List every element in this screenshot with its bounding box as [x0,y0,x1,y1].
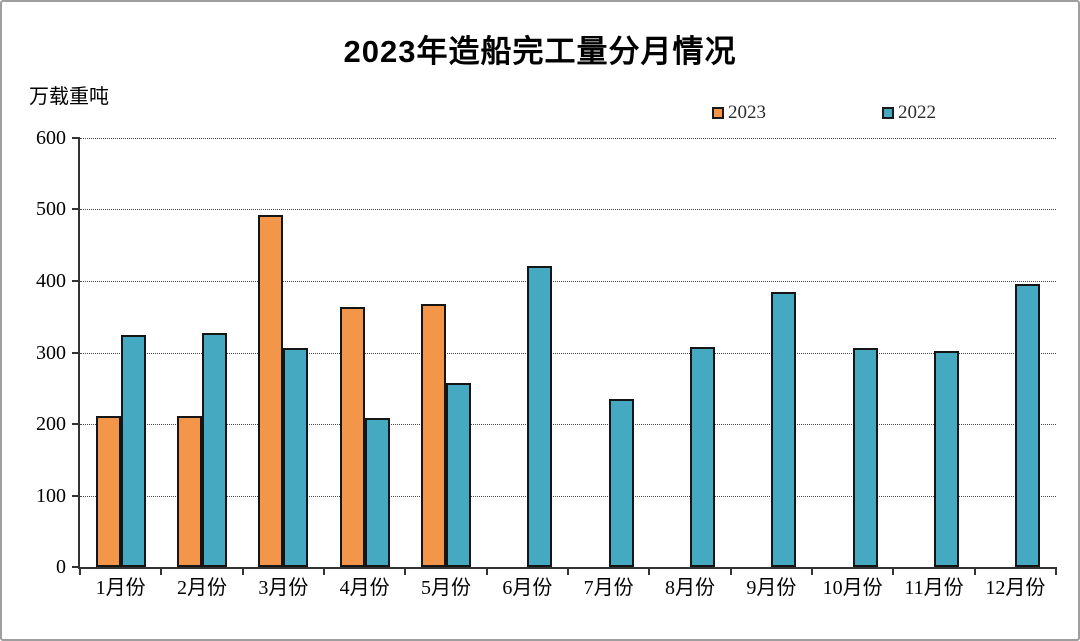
plot-area: 0 100 200 300 400 500 600 1月份 2月份 3月份 4月份 5月份 6月份 7月份… [36,127,1057,598]
legend-label-2023: 2023 [728,102,766,123]
legend: 2023 2022 [712,103,936,122]
x-tick-mark-8 [729,567,732,575]
x-tick-label-9月份: 9月份 [746,577,797,599]
y-gridline-500 [80,209,1056,211]
x-tick-mark-11 [973,567,976,575]
legend-item-2023: 2023 [712,103,766,122]
y-tick-mark-400 [72,279,80,282]
x-tick-label-1月份: 1月份 [95,577,146,599]
x-tick-mark-10 [892,567,895,575]
y-axis-unit-label: 万载重吨 [29,86,109,108]
bar-2022-6月份 [527,266,553,567]
bar-2022-9月份 [771,291,797,567]
y-tick-mark-600 [72,137,80,139]
x-tick-label-3月份: 3月份 [258,577,309,599]
bar-2022-3月份 [283,347,309,567]
y-tick-mark-300 [72,351,80,354]
legend-swatch-2023-icon [712,106,724,119]
y-tick-mark-0 [72,566,80,568]
y-gridline-300 [80,352,1056,354]
x-tick-label-4月份: 4月份 [339,577,390,599]
x-tick-mark-7 [648,567,651,575]
x-tick-label-5月份: 5月份 [421,577,471,599]
chart-title: 2023年造船完工量分月情况 [343,34,737,69]
x-tick-mark-12 [1055,567,1057,575]
bar-2023-2月份 [177,416,202,567]
y-tick-label-200: 200 [36,412,66,435]
x-tick-label-12月份: 12月份 [985,577,1046,599]
bar-2023-1月份 [95,416,121,567]
bar-2022-8月份 [690,346,715,567]
x-tick-label-6月份: 6月份 [502,577,553,599]
y-tick-label-500: 500 [36,198,66,221]
bar-2022-2月份 [202,333,227,567]
bar-2022-4月份 [364,417,390,567]
legend-label-2022: 2022 [898,102,936,123]
y-tick-label-300: 300 [36,341,66,364]
x-tick-mark-9 [811,567,813,575]
bar-2022-11月份 [934,351,959,567]
y-tick-label-0: 0 [56,556,66,578]
y-tick-mark-200 [72,422,80,425]
y-tick-label-100: 100 [36,484,66,507]
bar-2022-7月份 [608,398,634,567]
y-gridline-100 [80,495,1056,497]
x-tick-label-11月份: 11月份 [904,577,964,599]
y-tick-mark-100 [72,494,80,497]
bar-2022-1月份 [120,334,146,567]
bar-2022-5月份 [446,383,471,567]
x-tick-label-10月份: 10月份 [822,577,883,599]
x-tick-mark-4 [404,567,407,575]
y-gridline-200 [80,423,1056,425]
x-tick-mark-5 [485,567,488,575]
bar-2023-3月份 [258,214,284,567]
bar-2023-5月份 [421,303,446,567]
bar-2022-12月份 [1015,283,1041,567]
legend-item-2022: 2022 [882,103,936,122]
x-tick-label-7月份: 7月份 [583,577,634,599]
y-tick-label-600: 600 [36,127,66,149]
x-tick-mark-0 [79,567,81,575]
x-tick-mark-6 [567,567,569,575]
bar-2023-4月份 [339,306,365,567]
x-tick-label-8月份: 8月份 [665,577,715,599]
y-tick-label-400: 400 [36,269,66,292]
y-tick-mark-500 [72,208,80,211]
x-tick-mark-1 [160,567,163,575]
x-tick-label-2月份: 2月份 [177,577,227,599]
bar-2022-10月份 [852,347,878,567]
y-gridline-400 [80,280,1056,282]
x-tick-mark-3 [323,567,325,575]
y-gridline-600 [80,138,1056,139]
x-tick-mark-2 [241,567,244,575]
legend-swatch-2022-icon [882,106,894,119]
